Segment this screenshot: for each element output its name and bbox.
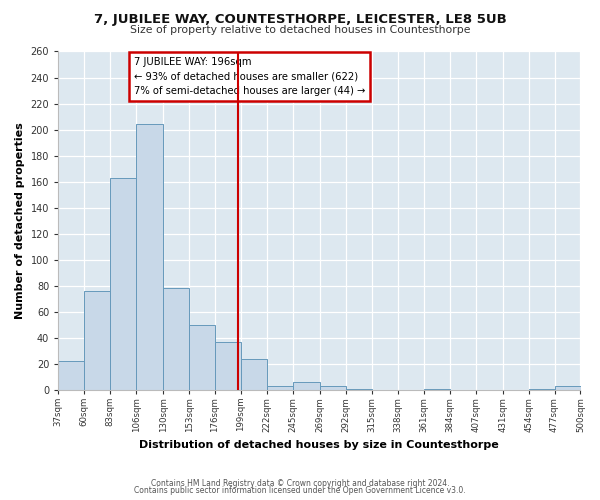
Text: Contains HM Land Registry data © Crown copyright and database right 2024.: Contains HM Land Registry data © Crown c… (151, 478, 449, 488)
Text: Contains public sector information licensed under the Open Government Licence v3: Contains public sector information licen… (134, 486, 466, 495)
Bar (293, 382, 320, 390)
Bar (529, 388, 554, 390)
Y-axis label: Number of detached properties: Number of detached properties (15, 122, 25, 319)
Bar (215, 342, 241, 390)
Bar (84, 291, 110, 390)
Text: Size of property relative to detached houses in Countesthorpe: Size of property relative to detached ho… (130, 25, 470, 35)
Bar (58, 361, 84, 390)
Text: 7 JUBILEE WAY: 196sqm
← 93% of detached houses are smaller (622)
7% of semi-deta: 7 JUBILEE WAY: 196sqm ← 93% of detached … (134, 56, 365, 96)
Bar (241, 358, 267, 390)
Bar (189, 325, 215, 390)
Bar (346, 388, 372, 390)
Bar (136, 124, 163, 390)
Bar (554, 386, 581, 390)
Bar (320, 386, 346, 390)
Bar (267, 386, 293, 390)
X-axis label: Distribution of detached houses by size in Countesthorpe: Distribution of detached houses by size … (139, 440, 499, 450)
Bar (110, 178, 136, 390)
Bar (424, 388, 449, 390)
Bar (163, 288, 189, 390)
Text: 7, JUBILEE WAY, COUNTESTHORPE, LEICESTER, LE8 5UB: 7, JUBILEE WAY, COUNTESTHORPE, LEICESTER… (94, 12, 506, 26)
